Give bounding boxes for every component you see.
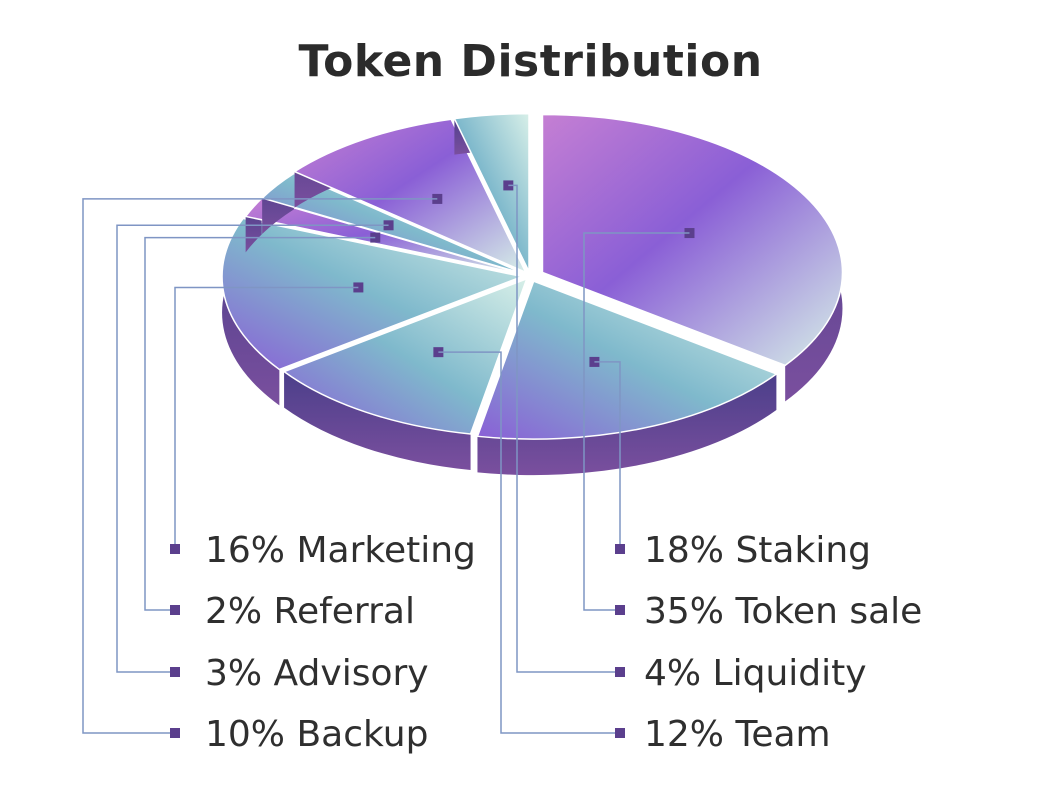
- slice-side-team: [284, 371, 471, 470]
- legend-marker: [170, 728, 180, 738]
- legend-label: 35% Token sale: [644, 591, 922, 632]
- leader-line: [116, 224, 389, 673]
- leader-line: [82, 198, 438, 734]
- legend-marker: [615, 605, 625, 615]
- legend-label: 3% Advisory: [205, 653, 429, 694]
- legend-marker: [170, 667, 180, 677]
- legend-marker: [615, 544, 625, 554]
- legend-label: 10% Backup: [205, 714, 428, 755]
- slice-marketing: [221, 217, 525, 371]
- legend-label: 2% Referral: [205, 591, 415, 632]
- chart-title: Token Distribution: [298, 36, 763, 87]
- legend-marker: [170, 544, 180, 554]
- legend-label: 16% Marketing: [205, 530, 476, 571]
- legend-label: 4% Liquidity: [644, 653, 867, 694]
- slice-side-staking: [477, 373, 777, 476]
- legend-marker: [170, 605, 180, 615]
- slice-staking: [476, 280, 778, 440]
- legend-marker: [615, 667, 625, 677]
- leader-line: [508, 184, 615, 673]
- slice-token-sale: [541, 113, 844, 367]
- slice-liquidity: [453, 112, 530, 272]
- leader-line: [144, 236, 376, 611]
- slice-backup: [292, 118, 528, 274]
- legend-label: 12% Team: [644, 714, 831, 755]
- leader-line: [583, 232, 690, 611]
- slice-team: [282, 277, 529, 435]
- legend-marker: [615, 728, 625, 738]
- legend-label: 18% Staking: [644, 530, 871, 571]
- leader-line: [438, 351, 615, 734]
